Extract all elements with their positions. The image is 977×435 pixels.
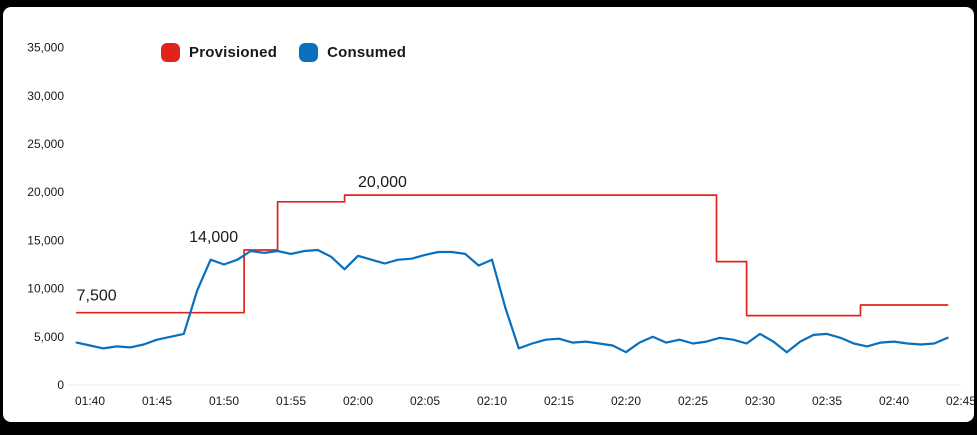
legend-label-provisioned: Provisioned	[189, 44, 278, 61]
consumed-line	[75, 248, 949, 354]
y-axis-tick-label: 30,000	[27, 89, 64, 103]
x-axis-tick-label: 02:30	[745, 394, 775, 408]
x-axis-tick-label: 02:10	[477, 394, 507, 408]
consumed-legend-swatch-icon	[299, 43, 319, 62]
x-axis-tick-label: 02:25	[678, 394, 708, 408]
y-axis-tick-label: 5,000	[34, 330, 64, 344]
x-axis-tick-label: 02:35	[812, 394, 842, 408]
chart-panel: Provisioned Consumed 0 5,000 10,000 15,000 2…	[3, 7, 974, 422]
y-axis-tick-label: 25,000	[27, 137, 64, 151]
legend-item-consumed[interactable]: Consumed	[299, 43, 406, 62]
y-axis-tick-label: 35,000	[27, 41, 64, 55]
x-axis-tick-label: 02:00	[343, 394, 373, 408]
legend-label-consumed: Consumed	[327, 44, 407, 61]
legend-item-provisioned[interactable]: Provisioned	[161, 43, 277, 62]
x-axis-tick-label: 01:40	[75, 394, 105, 408]
annotation-20000: 20,000	[358, 174, 407, 191]
provisioned-line	[75, 194, 949, 317]
y-axis-tick-label: 15,000	[27, 233, 64, 247]
y-axis-tick-label: 0	[57, 378, 64, 392]
annotation-14000: 14,000	[189, 229, 238, 246]
x-axis-tick-label: 02:05	[410, 394, 440, 408]
chart-legend: Provisioned Consumed	[161, 43, 406, 62]
y-axis-tick-label: 10,000	[27, 282, 64, 296]
capacity-line-chart: 0 5,000 10,000 15,000 20,000 25,000 30,000 35,0…	[27, 41, 974, 408]
x-axis-tick-label: 01:45	[142, 394, 172, 408]
x-axis-tick-label: 02:45	[946, 394, 974, 408]
annotation-7500: 7,500	[77, 288, 117, 305]
x-axis-tick-label: 02:15	[544, 394, 574, 408]
x-axis-tick-label: 01:50	[209, 394, 239, 408]
provisioned-legend-swatch-icon	[161, 43, 180, 62]
y-axis-tick-label: 20,000	[27, 185, 64, 199]
x-axis-tick-label: 01:55	[276, 394, 306, 408]
x-axis-tick-label: 02:20	[611, 394, 641, 408]
x-axis-tick-label: 02:40	[879, 394, 909, 408]
